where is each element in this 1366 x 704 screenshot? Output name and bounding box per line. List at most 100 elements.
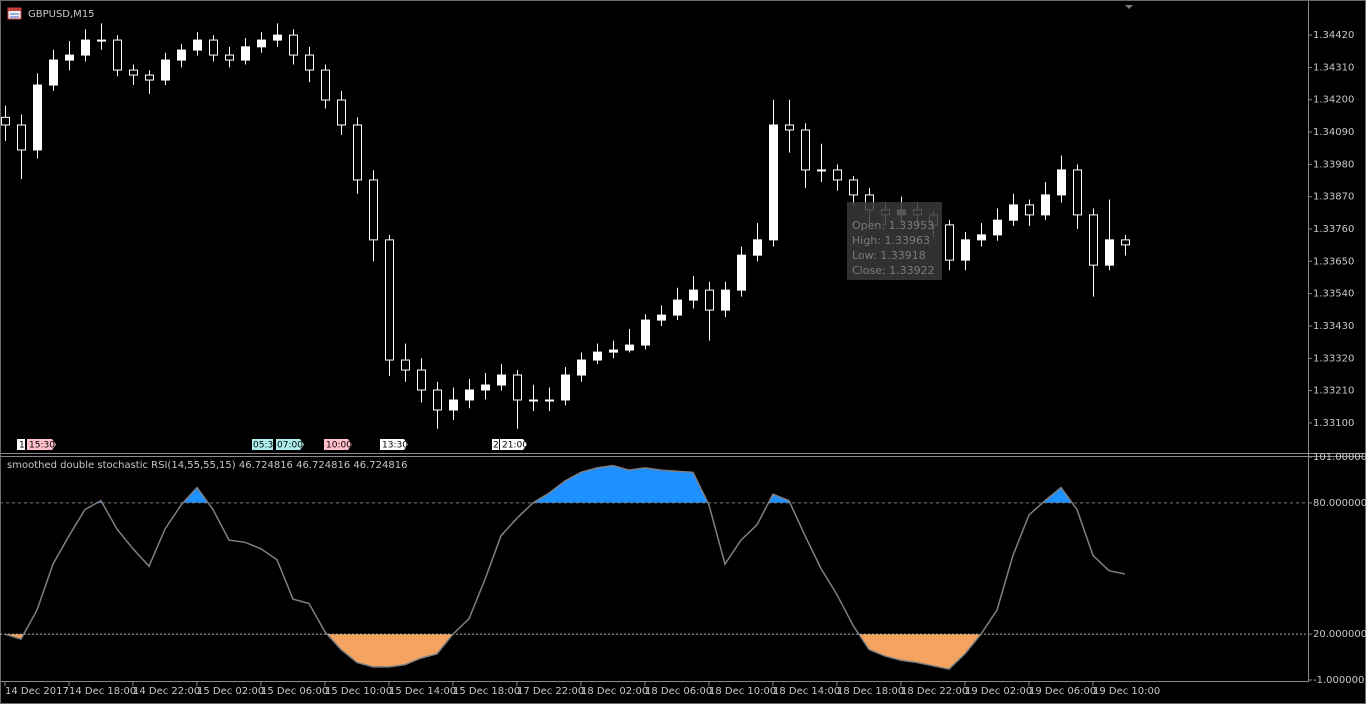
candle-body [657,314,666,321]
indicator-title: smoothed double stochastic RSI(14,55,55,… [7,460,407,471]
candle-body [177,49,186,61]
candle-body [65,54,74,61]
candle-body [225,54,234,61]
y-tick-label: 1.33320 [1313,353,1354,364]
candle-body [1009,204,1018,221]
candle-body [769,124,778,241]
candle-body [209,39,218,56]
x-tick-label: 15 Dec 02:00 [197,686,264,697]
y-tick-label: 80.000000 [1313,498,1366,509]
candle-body [593,351,602,361]
y-tick-label: 1.34420 [1313,30,1354,41]
candle-body [433,389,442,411]
y-tick-label: 1.33540 [1313,289,1354,300]
candle-body [401,359,410,371]
candle-body [465,389,474,401]
candle-body [785,124,794,131]
time-marker: 07:00 [277,441,303,451]
time-marker: 2 [493,441,499,451]
time-markers: 1 15:30 05:30 07:00 10:00 13:30 2 21:00 [17,439,528,451]
time-marker: 21:00 [502,441,528,451]
candle-body [641,319,650,346]
x-tick-label: 15 Dec 10:00 [325,686,392,697]
candle-body [1073,169,1082,216]
x-tick-label: 19 Dec 10:00 [1093,686,1160,697]
candle-body [353,124,362,181]
candle-body [497,374,506,386]
marker-box [276,439,304,450]
candle-body [81,39,90,56]
marker-box [324,439,352,450]
candle-body [1041,194,1050,216]
x-tick-label: 18 Dec 10:00 [709,686,776,697]
candle-body [801,129,810,171]
price-pane [1,23,1130,429]
x-tick-label: 14 Dec 22:00 [133,686,200,697]
marker-box [492,439,499,450]
x-tick-label: 18 Dec 22:00 [901,686,968,697]
candle-body [993,219,1002,236]
x-tick-label: 14 Dec 18:00 [69,686,136,697]
y-tick-label: 1.33760 [1313,224,1354,235]
candle-body [49,59,58,86]
candle-body [273,34,282,41]
symbol-label: GBPUSD,M15 [28,9,95,20]
candle-body [673,299,682,316]
y-tick-label: -1.000000 [1313,675,1364,686]
candle-body [945,224,954,261]
tooltip-line: Low: 1.33918 [852,249,926,262]
candle-body [481,384,490,391]
y-tick-label: 1.34200 [1313,95,1354,106]
shift-marker [1125,5,1133,9]
candle-body [513,374,522,401]
candle-body [97,39,106,42]
candle-body [833,169,842,181]
candle-body [721,289,730,311]
y-tick-label: 1.33430 [1313,321,1354,332]
time-marker: 10:00 [326,441,352,451]
candle-body [129,69,138,76]
candle-body [337,99,346,126]
y-tick-label: 1.33100 [1313,418,1354,429]
candle-body [241,46,250,61]
x-tick-label: 18 Dec 02:00 [581,686,648,697]
candle-body [545,399,554,402]
marker-box [500,439,527,450]
candle-body [1,116,10,126]
oversold-fill [5,634,982,670]
candle-body [305,54,314,71]
candle-body [321,69,330,101]
candle-body [1025,204,1034,216]
y-tick-label: 1.33870 [1313,192,1354,203]
tooltip-box [847,202,942,280]
x-tick-label: 15 Dec 06:00 [261,686,328,697]
candle-body [977,234,986,241]
x-tick-label: 18 Dec 06:00 [645,686,712,697]
candle-body [817,169,826,172]
tooltip-line: High: 1.33963 [852,234,930,247]
symbol-icon [7,7,22,20]
candle-body [113,39,122,71]
candle-body [385,239,394,361]
candle-body [737,254,746,291]
x-tick-label: 19 Dec 02:00 [965,686,1032,697]
marker-box [17,439,25,450]
x-tick-label: 15 Dec 18:00 [453,686,520,697]
candle-body [193,39,202,51]
candle-body [145,74,154,81]
marker-box [380,439,408,450]
candle-body [753,239,762,256]
time-marker: 1 [19,441,25,451]
candle-body [161,59,170,81]
indicator-pane [0,464,1308,670]
y-tick-label: 101.000000 [1313,452,1366,463]
candle-body [449,399,458,411]
x-tick-label: 18 Dec 18:00 [837,686,904,697]
candle-body [369,179,378,241]
y-tick-label: 20.000000 [1313,629,1366,640]
tooltip-line: Open: 1.33953 [852,219,934,232]
candle-body [849,179,858,196]
